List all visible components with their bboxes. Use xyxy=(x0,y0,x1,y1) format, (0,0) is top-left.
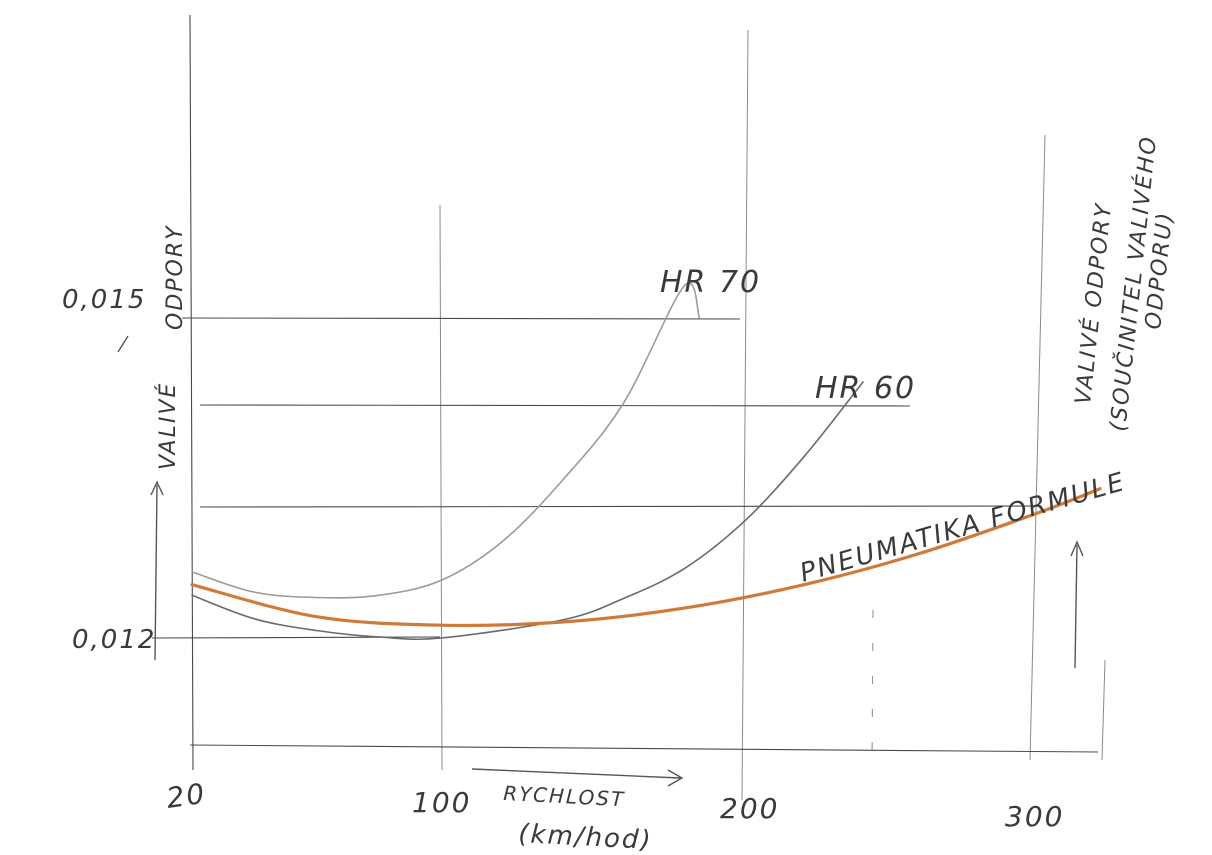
x-tick-label-100: 100 xyxy=(412,786,471,819)
y-axis-label-right-line1: VALIVÉ ODPORY xyxy=(1070,201,1117,405)
series-line-2 xyxy=(190,487,1102,628)
grid-vertical-20 xyxy=(189,14,194,771)
series-label-hr70: HR 70 xyxy=(660,265,761,300)
series-label-hr60: HR 60 xyxy=(815,371,916,406)
y-tick-label-015: 0,015 xyxy=(62,285,146,315)
tick-015-slash xyxy=(117,335,129,353)
grid-horizontal-3 xyxy=(199,505,1041,508)
x-tick-label-300: 300 xyxy=(1005,800,1064,833)
grid-vertical-dash-1 xyxy=(871,609,874,766)
x-tick-label-200: 200 xyxy=(720,792,779,825)
x-axis-label-line1: RYCHLOST xyxy=(503,781,626,811)
y-tick-label-012: 0,012 xyxy=(72,625,156,655)
series-line-0 xyxy=(191,282,701,599)
arrows xyxy=(117,335,1084,787)
left-arrow xyxy=(150,480,164,661)
grid-vertical-100 xyxy=(439,204,443,771)
grid-baseline xyxy=(189,744,1099,753)
bottom-arrow xyxy=(471,768,684,787)
y-axis-label-left-line1: VALIVÉ xyxy=(155,382,181,470)
series-label-formule: PNEUMATIKA FORMULE xyxy=(797,467,1130,589)
x-axis-label-line2: (km/hod) xyxy=(518,819,654,851)
grid-vertical-200 xyxy=(741,29,749,801)
x-tick-label-20: 20 xyxy=(164,777,208,815)
grid-vertical-dash-2 xyxy=(1101,659,1106,761)
grid-horizontal-015 xyxy=(181,317,741,320)
y-axis-label-left-line2: ODPORY xyxy=(163,224,188,330)
right-arrow xyxy=(1070,540,1084,669)
grid xyxy=(151,14,1106,801)
series-line-1 xyxy=(191,381,864,641)
grid-horizontal-2 xyxy=(199,404,911,407)
grid-vertical-300 xyxy=(1029,134,1046,761)
curves xyxy=(190,282,1102,641)
